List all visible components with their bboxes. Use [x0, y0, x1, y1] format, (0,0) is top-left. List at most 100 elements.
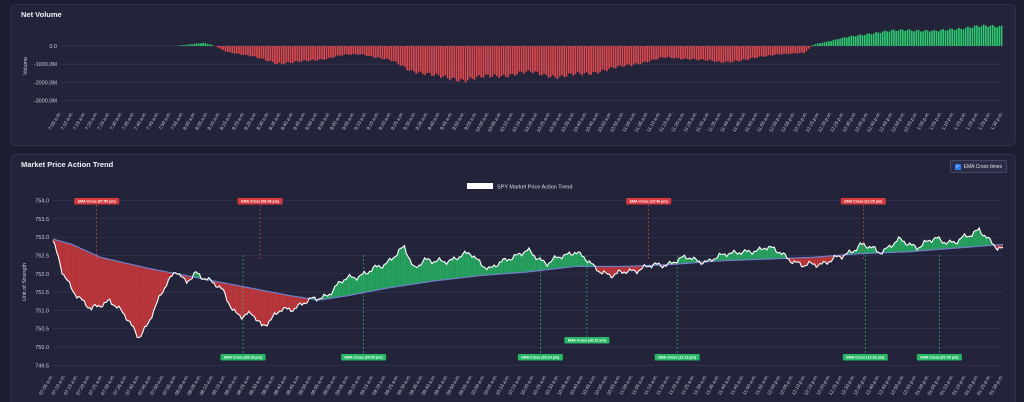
- volume-bar: [548, 46, 550, 78]
- volume-bar: [911, 31, 913, 46]
- bear-fill-segment: [146, 268, 148, 326]
- bear-fill-segment: [280, 294, 282, 312]
- bear-fill-segment: [75, 246, 77, 298]
- volume-bar: [577, 46, 579, 72]
- bear-fill-segment: [802, 258, 804, 267]
- bull-fill-segment: [558, 257, 560, 268]
- volume-bar: [734, 46, 736, 61]
- bear-fill-segment: [267, 291, 269, 326]
- volume-bar: [604, 46, 606, 70]
- volume-bar: [496, 46, 498, 76]
- bull-fill-segment: [377, 265, 379, 290]
- volume-bar: [357, 46, 359, 55]
- volume-bar: [685, 46, 687, 58]
- bull-fill-segment: [578, 252, 580, 267]
- volume-bar: [637, 46, 639, 64]
- volume-bar: [400, 46, 402, 66]
- bear-fill-segment: [71, 244, 73, 291]
- bear-fill-segment: [154, 269, 156, 310]
- volume-bar: [516, 46, 518, 74]
- bear-fill-segment: [126, 263, 128, 321]
- volume-bar: [388, 46, 390, 60]
- volume-bar: [541, 46, 543, 75]
- volume-bar: [631, 46, 633, 66]
- volume-bar: [978, 27, 980, 46]
- bull-fill-segment: [538, 258, 540, 271]
- volume-bar: [779, 46, 781, 55]
- volume-bar: [882, 32, 884, 46]
- ema-cross-label-bottom: EMA Cross (01:03 pm): [920, 356, 959, 360]
- volume-bar: [512, 46, 514, 74]
- volume-bar: [532, 46, 534, 73]
- bear-fill-segment: [240, 286, 242, 319]
- bull-fill-segment: [906, 245, 908, 252]
- volume-bar: [283, 46, 285, 64]
- volume-bar: [301, 46, 303, 61]
- volume-bar: [808, 46, 810, 49]
- bull-fill-segment: [771, 246, 773, 258]
- bear-fill-segment: [66, 243, 68, 281]
- bull-fill-segment: [348, 274, 350, 295]
- y-tick-label: 753.0: [35, 235, 49, 241]
- bear-fill-segment: [90, 252, 92, 309]
- volume-bar: [299, 46, 301, 62]
- volume-bar: [682, 46, 684, 59]
- ema-cross-label-bottom: EMA Cross (10:32 pm): [568, 339, 607, 343]
- volume-bar: [281, 46, 283, 64]
- volume-bar: [617, 46, 619, 66]
- volume-bar: [276, 46, 278, 64]
- volume-bar: [803, 46, 805, 53]
- volume-bar: [449, 46, 451, 80]
- bear-fill-segment: [608, 266, 610, 274]
- bull-fill-segment: [364, 271, 366, 292]
- volume-bar: [337, 46, 339, 56]
- volume-bar: [812, 45, 814, 46]
- bull-fill-segment: [432, 262, 434, 281]
- bull-fill-segment: [536, 259, 538, 271]
- volume-bar: [368, 46, 370, 56]
- volume-bar: [263, 46, 265, 59]
- volume-bar: [321, 46, 323, 59]
- bear-fill-segment: [236, 285, 238, 314]
- volume-bar: [949, 29, 951, 46]
- volume-bar: [339, 46, 341, 56]
- volume-bar: [498, 46, 500, 78]
- bull-fill-segment: [966, 237, 968, 248]
- bear-fill-segment: [148, 268, 150, 323]
- volume-bar: [182, 45, 184, 46]
- volume-bar: [718, 46, 720, 61]
- bull-fill-segment: [443, 262, 445, 280]
- volume-bar: [447, 46, 449, 78]
- bull-fill-segment: [772, 247, 774, 259]
- volume-bar: [626, 46, 628, 64]
- volume-bar: [290, 46, 292, 63]
- volume-bar: [615, 46, 617, 68]
- volume-bar: [406, 46, 408, 70]
- volume-bar: [602, 46, 604, 70]
- bull-fill-segment: [937, 237, 939, 250]
- volume-bar: [720, 46, 722, 63]
- volume-bar: [288, 46, 290, 62]
- bull-fill-segment: [386, 261, 388, 289]
- volume-bar: [747, 46, 749, 60]
- volume-bar: [698, 46, 700, 60]
- bull-fill-segment: [478, 259, 480, 276]
- volume-bar: [566, 46, 568, 77]
- volume-bar: [350, 46, 352, 55]
- volume-bar: [409, 46, 411, 71]
- bear-fill-segment: [260, 290, 262, 326]
- bear-fill-segment: [121, 262, 123, 313]
- volume-bar: [243, 46, 245, 55]
- volume-bar: [972, 28, 974, 46]
- bear-fill-segment: [611, 266, 613, 277]
- bull-fill-segment: [426, 259, 428, 283]
- bear-fill-segment: [99, 256, 101, 307]
- volume-bar: [462, 46, 464, 80]
- y-tick-label: 753.5: [35, 217, 49, 223]
- volume-bar: [312, 46, 314, 60]
- volume-bar: [200, 43, 202, 46]
- bear-fill-segment: [124, 263, 126, 320]
- volume-bar: [886, 31, 888, 46]
- volume-bar: [391, 46, 393, 61]
- volume-bar: [328, 46, 330, 58]
